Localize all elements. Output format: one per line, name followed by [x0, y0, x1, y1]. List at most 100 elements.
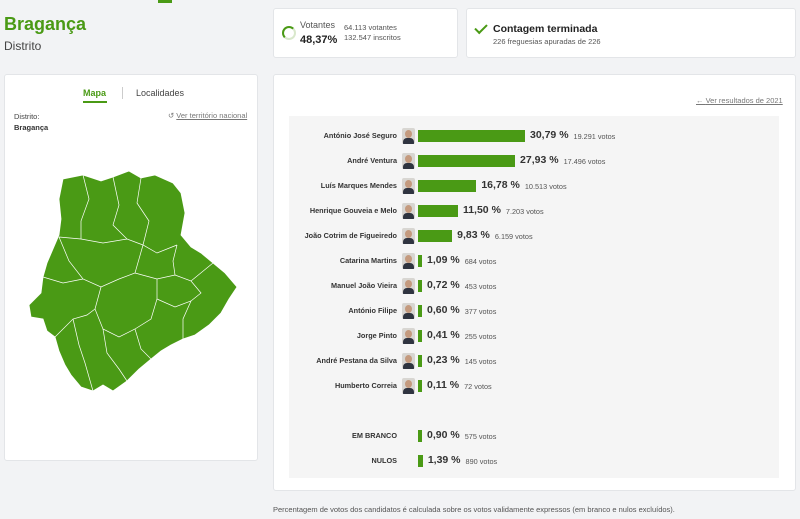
candidate-photo-icon: [402, 153, 415, 169]
vote-share-bar: [418, 155, 516, 167]
candidate-photo-icon: [402, 253, 415, 269]
vote-share-bar: [418, 255, 422, 267]
candidate-row: Luís Marques Mendes 16,78 % 10.513 votos: [289, 176, 779, 196]
vote-percent: 0,11 %: [427, 379, 460, 391]
footnote: Percentagem de votos dos candidatos é ca…: [273, 505, 675, 514]
results-card: ← Ver resultados de 2021 António José Se…: [273, 74, 796, 491]
voters-card: Votantes 48,37% 64.113 votantes 132.547 …: [273, 8, 458, 58]
district-map-region[interactable]: [28, 170, 238, 392]
vote-share-bar: [418, 380, 422, 392]
vote-count: 684 votos: [464, 257, 497, 266]
vote-percent: 27,93 %: [520, 154, 559, 166]
tab-map[interactable]: Mapa: [83, 88, 107, 98]
candidate-photo-icon: [402, 178, 415, 194]
district-map[interactable]: [23, 169, 243, 395]
vote-percent: 11,50 %: [462, 204, 501, 216]
vote-share-bar: [418, 280, 422, 292]
vote-percent: 0,41 %: [427, 329, 460, 341]
voters-label: Votantes: [300, 20, 336, 30]
candidate-photo-icon: [402, 353, 415, 369]
candidate-row: Manuel João Vieira 0,72 % 453 votos: [289, 276, 779, 296]
candidate-name: Catarina Martins: [339, 256, 397, 265]
candidate-name: Humberto Correia: [334, 381, 397, 390]
vote-share-bar: [418, 180, 477, 192]
top-tab-indicator: [158, 0, 172, 3]
candidate-name: António Filipe: [348, 306, 397, 315]
candidate-row: Catarina Martins 1,09 % 684 votos: [289, 251, 779, 271]
candidate-name: Luís Marques Mendes: [320, 181, 397, 190]
candidate-row: João Cotrim de Figueiredo 9,83 % 6.159 vot…: [289, 226, 779, 246]
candidate-photo-icon: [402, 203, 415, 219]
candidate-name: Manuel João Vieira: [331, 281, 397, 290]
vote-count: 17.496 votos: [563, 157, 606, 166]
tab-localities[interactable]: Localidades: [136, 88, 185, 98]
map-card: Mapa Localidades Distrito: Bragança ↺ Ver…: [4, 74, 258, 461]
previous-results-link[interactable]: ← Ver resultados de 2021: [696, 96, 783, 105]
vote-count: 6.159 votos: [494, 232, 533, 241]
candidate-name: António José Seguro: [323, 131, 397, 140]
candidate-row: André Pestana da Silva 0,23 % 145 votos: [289, 351, 779, 371]
candidate-name: João Cotrim de Figueiredo: [304, 231, 397, 240]
candidate-name: Jorge Pinto: [356, 331, 397, 340]
candidate-photo-icon: [402, 328, 415, 344]
active-tab-underline: [83, 101, 107, 103]
vote-count: 255 votos: [464, 332, 497, 341]
district-label: Distrito:: [14, 112, 40, 121]
candidate-photo-icon: [402, 228, 415, 244]
vote-count: 575 votos: [464, 432, 497, 441]
vote-count: 10.513 votos: [524, 182, 567, 191]
vote-share-bar: [418, 205, 458, 217]
vote-percent: 0,90 %: [427, 429, 460, 441]
vote-percent: 30,79 %: [530, 129, 569, 141]
candidate-photo-icon: [402, 303, 415, 319]
turnout-progress-icon: [282, 26, 296, 40]
vote-percent: 0,60 %: [427, 304, 460, 316]
candidate-row: Jorge Pinto 0,41 % 255 votos: [289, 326, 779, 346]
vote-share-bar: [418, 330, 422, 342]
municipality-borders: [42, 174, 214, 392]
vote-count: 453 votos: [464, 282, 497, 291]
vote-share-bar: [418, 305, 422, 317]
vote-percent: 16,78 %: [481, 179, 520, 191]
count-status-title: Contagem terminada: [493, 23, 598, 35]
page-subtitle: Distrito: [4, 39, 42, 53]
candidate-photo-icon: [402, 278, 415, 294]
vote-count: 7.203 votos: [505, 207, 544, 216]
candidate-row: Henrique Gouveia e Melo 11,50 % 7.203 voto…: [289, 201, 779, 221]
other-votes-name: NULOS: [371, 456, 397, 465]
vote-share-bar: [418, 430, 422, 442]
other-votes-name: EM BRANCO: [352, 431, 397, 440]
candidate-row: Humberto Correia 0,11 % 72 votos: [289, 376, 779, 396]
checkmark-icon: [474, 20, 488, 35]
candidate-row: António Filipe 0,60 % 377 votos: [289, 301, 779, 321]
vote-percent: 0,72 %: [427, 279, 460, 291]
page-title: Bragança: [4, 14, 87, 34]
candidate-row: André Ventura 27,93 % 17.496 votos: [289, 151, 779, 171]
vote-share-bar: [418, 455, 423, 467]
national-territory-link[interactable]: ↺ Ver território nacional: [168, 111, 247, 120]
tab-divider: [122, 87, 123, 99]
candidate-photo-icon: [402, 128, 415, 144]
candidate-row: António José Seguro 30,79 % 19.291 votos: [289, 126, 779, 146]
vote-count: 72 votos: [464, 382, 492, 391]
turnout-percent: 48,37%: [300, 34, 338, 46]
vote-percent: 1,09 %: [427, 254, 460, 266]
district-value: Bragança: [14, 123, 49, 132]
vote-share-bar: [418, 355, 422, 367]
candidate-photo-icon: [402, 378, 415, 394]
vote-count: 890 votos: [465, 457, 498, 466]
candidate-name: André Pestana da Silva: [316, 356, 397, 365]
results-list: António José Seguro 30,79 % 19.291 votos An…: [289, 116, 779, 478]
vote-count: 145 votos: [464, 357, 497, 366]
vote-percent: 0,23 %: [427, 354, 460, 366]
vote-share-bar: [418, 230, 453, 242]
other-votes-row: NULOS 1,39 % 890 votos: [289, 451, 779, 471]
vote-share-bar: [418, 130, 525, 142]
candidate-name: Henrique Gouveia e Melo: [309, 206, 397, 215]
undo-arrow-icon: ↺: [168, 111, 175, 120]
vote-percent: 9,83 %: [457, 229, 490, 241]
registered-count: 132.547 inscritos: [344, 33, 401, 42]
count-status-card: Contagem terminada 226 freguesias apurad…: [466, 8, 796, 58]
other-votes-row: EM BRANCO 0,90 % 575 votos: [289, 426, 779, 446]
vote-count: 19.291 votos: [573, 132, 616, 141]
